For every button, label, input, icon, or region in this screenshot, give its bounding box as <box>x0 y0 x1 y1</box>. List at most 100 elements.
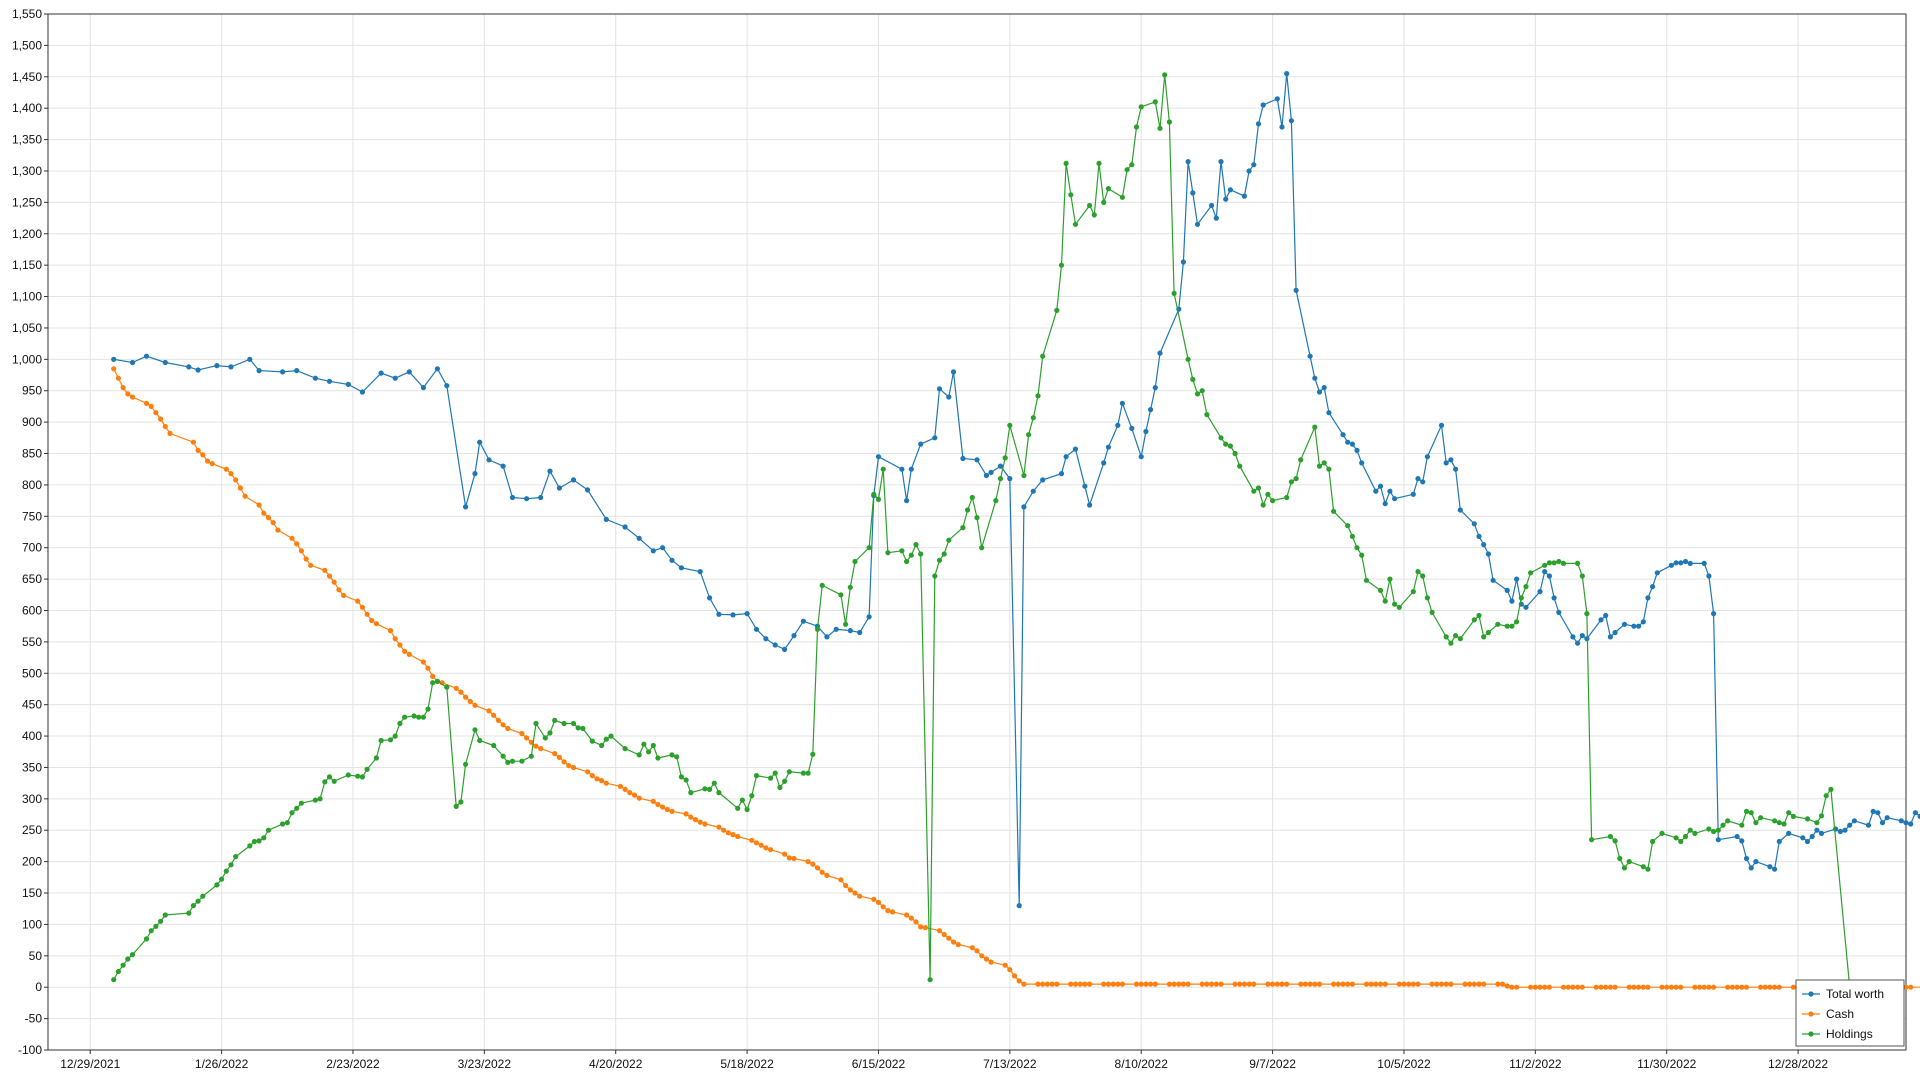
data-point <box>378 737 384 744</box>
data-point <box>871 491 877 497</box>
data-point <box>791 633 797 639</box>
data-point <box>875 454 882 460</box>
data-point <box>1312 424 1318 430</box>
data-point <box>847 628 853 634</box>
data-point <box>603 780 609 786</box>
data-point <box>674 754 680 760</box>
data-point <box>1443 634 1449 640</box>
data-point <box>1190 190 1196 196</box>
data-point <box>683 811 689 817</box>
data-point <box>467 698 473 705</box>
x-tick-label: 5/18/2022 <box>720 1057 774 1071</box>
data-point <box>528 753 534 759</box>
data-point <box>1241 981 1247 987</box>
data-point <box>1190 376 1196 382</box>
data-point <box>200 452 206 458</box>
data-point <box>678 565 685 571</box>
data-point <box>1251 162 1257 168</box>
data-point <box>111 356 117 362</box>
data-point <box>509 494 516 501</box>
data-point <box>589 738 595 744</box>
data-point <box>918 924 924 930</box>
data-point <box>1302 981 1308 987</box>
data-point <box>1514 576 1520 582</box>
data-point <box>1542 569 1548 575</box>
data-point <box>214 882 220 888</box>
data-point <box>1443 460 1449 466</box>
legend-label: Total worth <box>1826 987 1884 1001</box>
data-point <box>1011 973 1018 979</box>
data-point <box>716 824 722 830</box>
data-point <box>875 496 882 502</box>
data-point <box>1284 71 1290 77</box>
data-point <box>1354 447 1360 453</box>
data-point <box>1340 432 1346 438</box>
y-tick-label: 400 <box>22 729 42 743</box>
data-point <box>1725 984 1731 990</box>
data-point <box>1368 981 1374 987</box>
data-point <box>1307 981 1313 987</box>
data-point <box>242 493 248 499</box>
data-point <box>1818 830 1825 837</box>
data-point <box>364 611 370 617</box>
data-point <box>1542 562 1548 568</box>
data-point <box>355 773 361 779</box>
data-point <box>1438 981 1445 987</box>
data-point <box>1781 821 1787 827</box>
data-point <box>524 496 530 502</box>
data-point <box>1270 498 1276 504</box>
data-point <box>1157 125 1163 131</box>
data-point <box>1847 822 1853 828</box>
data-point <box>772 642 778 648</box>
data-point <box>1537 984 1543 990</box>
data-point <box>932 573 938 579</box>
data-point <box>1354 545 1360 551</box>
data-point <box>345 772 351 778</box>
data-point <box>1030 488 1036 494</box>
data-point <box>739 797 746 803</box>
data-point <box>1204 412 1210 418</box>
data-point <box>843 621 849 627</box>
data-point <box>1335 981 1341 987</box>
data-point <box>115 375 121 381</box>
data-point <box>885 908 891 914</box>
data-point <box>1514 984 1520 990</box>
data-point <box>364 766 370 772</box>
legend-label: Cash <box>1826 1007 1854 1021</box>
data-point <box>904 912 910 918</box>
data-point <box>1758 815 1764 821</box>
data-point <box>1152 981 1158 987</box>
data-point <box>786 855 792 861</box>
data-point <box>1218 981 1224 987</box>
data-point <box>463 694 469 700</box>
data-point <box>1429 981 1435 987</box>
data-point <box>1650 838 1656 845</box>
data-point <box>1917 813 1920 819</box>
data-point <box>162 423 168 430</box>
data-point <box>1528 570 1534 576</box>
data-point <box>533 720 539 727</box>
data-point <box>1898 818 1904 824</box>
y-tick-label: 500 <box>22 666 42 680</box>
data-point <box>1701 560 1707 567</box>
data-point <box>326 378 333 384</box>
series-cash <box>111 366 1920 990</box>
legend-swatch-marker <box>1808 1011 1814 1017</box>
data-point <box>547 730 553 736</box>
data-point <box>1607 984 1613 990</box>
data-point <box>852 890 858 896</box>
data-point <box>753 840 760 846</box>
data-point <box>500 722 506 728</box>
x-tick-label: 10/5/2022 <box>1377 1057 1431 1071</box>
data-point <box>1514 619 1520 625</box>
data-point <box>1865 822 1872 828</box>
data-point <box>969 945 975 951</box>
data-point <box>345 381 351 387</box>
data-point <box>918 441 924 447</box>
data-point <box>280 369 286 375</box>
data-point <box>228 364 234 370</box>
data-point <box>1251 488 1257 494</box>
data-point <box>1382 598 1388 604</box>
data-point <box>228 471 234 477</box>
data-point <box>622 524 628 530</box>
